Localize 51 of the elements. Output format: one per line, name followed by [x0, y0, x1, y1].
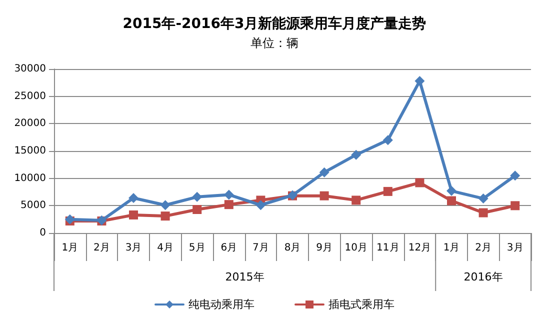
point — [224, 190, 234, 200]
x-tick-label: 3月 — [125, 242, 142, 254]
point — [128, 193, 138, 204]
y-tick-label: 10000 — [14, 172, 46, 184]
text: 2016年 — [464, 270, 503, 284]
point — [414, 76, 425, 86]
point — [129, 210, 138, 220]
point — [160, 212, 170, 221]
x-tick-label: 4月 — [157, 242, 174, 254]
point — [478, 194, 488, 204]
point — [320, 191, 329, 200]
chart-subtitle: 单位：辆 — [250, 36, 298, 50]
y-tick-label: 25000 — [14, 90, 46, 102]
x-tick-label: 2月 — [475, 242, 492, 254]
y-tick-label: 5000 — [20, 200, 46, 212]
point — [447, 196, 456, 206]
point — [446, 186, 456, 196]
y-tick-label: 0 — [40, 228, 46, 238]
legend-label: 插电式乘用车 — [328, 298, 394, 311]
chart-title: 2015年-2016年3月新能源乘用车月度产量走势 — [122, 15, 426, 32]
y-tick-label: 30000 — [14, 64, 46, 74]
point — [160, 200, 170, 210]
x-tick-label: 5月 — [188, 242, 206, 254]
y-tick-label: 20000 — [14, 118, 46, 130]
point — [478, 208, 488, 218]
point — [510, 201, 520, 210]
x-tick-label: 2月 — [94, 242, 110, 254]
x-tick-label: 9月 — [316, 242, 332, 254]
x-tick-label: 6月 — [220, 242, 238, 254]
x-tick-label: 11月 — [376, 242, 400, 254]
point — [192, 204, 202, 214]
point — [224, 200, 234, 210]
point — [351, 150, 362, 160]
x-tick-label: 8月 — [284, 242, 301, 254]
text: 2015年 — [225, 270, 264, 284]
point — [383, 186, 392, 196]
point — [510, 170, 520, 181]
point — [352, 196, 361, 205]
x-tick-label: 1月 — [62, 242, 78, 254]
point — [319, 167, 330, 178]
x-tick-label: 7月 — [252, 242, 269, 254]
x-tick-label: 10月 — [344, 242, 368, 254]
legend-label: 纯电动乘用车 — [188, 298, 254, 311]
y-tick-label: 15000 — [14, 146, 46, 156]
point — [382, 135, 393, 146]
point — [415, 178, 424, 188]
point — [256, 200, 266, 210]
x-tick-label: 12月 — [408, 242, 432, 254]
x-tick-label: 3月 — [506, 242, 524, 254]
point — [192, 192, 202, 202]
x-tick-label: 1月 — [443, 242, 460, 254]
